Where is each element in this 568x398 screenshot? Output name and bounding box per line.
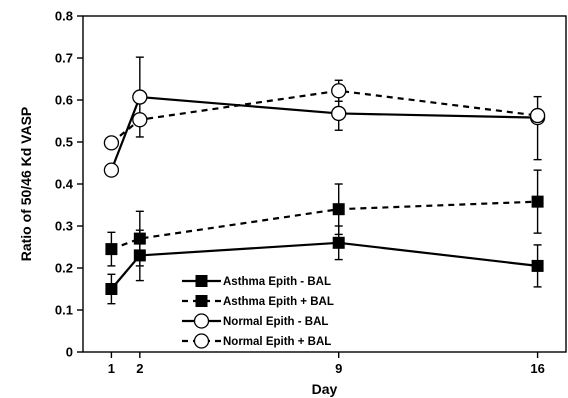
legend-item-normal-epith-bal: Normal Epith + BAL bbox=[182, 333, 331, 349]
legend-item-asthma-epith-bal: Asthma Epith + BAL bbox=[182, 295, 334, 308]
y-tick-label: 0.6 bbox=[55, 93, 73, 108]
x-axis-title: Day bbox=[312, 381, 338, 397]
series-line-normal-epith-bal bbox=[110, 95, 538, 171]
data-point-asthma-epith-bal bbox=[332, 236, 345, 249]
y-tick-label: 0.1 bbox=[55, 303, 73, 318]
y-axis-title: Ratio of 50/46 Kd VASP bbox=[18, 107, 34, 262]
series-line-asthma-epith-bal bbox=[111, 200, 538, 251]
y-tick-label: 0 bbox=[66, 345, 73, 360]
legend-label: Normal Epith + BAL bbox=[223, 336, 331, 348]
data-point-normal-epith-bal bbox=[331, 83, 347, 99]
data-point-normal-epith-bal bbox=[331, 105, 347, 122]
legend-swatch-marker bbox=[195, 295, 208, 307]
legend-label: Normal Epith - BAL bbox=[223, 316, 328, 328]
data-point-asthma-epith-bal bbox=[105, 283, 118, 295]
legend-label: Asthma Epith + BAL bbox=[223, 296, 334, 308]
data-point-normal-epith-bal bbox=[103, 162, 120, 178]
x-tick-label: 2 bbox=[136, 361, 143, 376]
data-point-asthma-epith-bal bbox=[133, 249, 146, 262]
data-point-asthma-epith-bal bbox=[332, 203, 345, 216]
legend-swatch-marker bbox=[193, 333, 210, 349]
x-tick-label: 9 bbox=[335, 361, 342, 376]
x-tick-label: 16 bbox=[530, 361, 544, 376]
data-point-asthma-epith-bal bbox=[531, 259, 544, 272]
legend-swatch-marker bbox=[193, 313, 210, 329]
series-line-normal-epith-bal bbox=[110, 89, 538, 144]
y-tick-label: 0.8 bbox=[55, 9, 73, 24]
y-tick-label: 0.4 bbox=[55, 177, 74, 192]
axes: 0 0.1 0.2 0.3 0.4 0.5 0.6 0.7 0.8 1 2 9 16 bbox=[55, 9, 567, 376]
data-point-asthma-epith-bal bbox=[531, 195, 544, 208]
error-bars bbox=[107, 56, 542, 305]
data-point-normal-epith-bal bbox=[103, 135, 120, 151]
series-lines bbox=[110, 89, 538, 290]
data-point-normal-epith-bal bbox=[132, 89, 148, 105]
y-tick-label: 0.7 bbox=[55, 51, 73, 66]
data-markers bbox=[103, 83, 546, 295]
legend-item-asthma-epith-bal: Asthma Epith - BAL bbox=[182, 275, 331, 288]
series-line-asthma-epith-bal bbox=[110, 241, 538, 290]
legend-swatch-marker bbox=[195, 275, 208, 287]
y-tick-label: 0.5 bbox=[55, 135, 73, 150]
legend-item-normal-epith-bal: Normal Epith - BAL bbox=[182, 313, 328, 329]
legend-label: Asthma Epith - BAL bbox=[223, 276, 331, 288]
y-tick-label: 0.2 bbox=[55, 261, 73, 276]
data-point-normal-epith-bal bbox=[529, 107, 546, 124]
data-point-asthma-epith-bal bbox=[105, 243, 118, 256]
legend: Asthma Epith - BAL Asthma Epith + BAL Norm… bbox=[182, 275, 334, 349]
data-point-normal-epith-bal bbox=[132, 112, 148, 128]
data-point-asthma-epith-bal bbox=[133, 232, 146, 245]
x-tick-label: 1 bbox=[108, 361, 115, 376]
y-tick-label: 0.3 bbox=[55, 219, 73, 234]
